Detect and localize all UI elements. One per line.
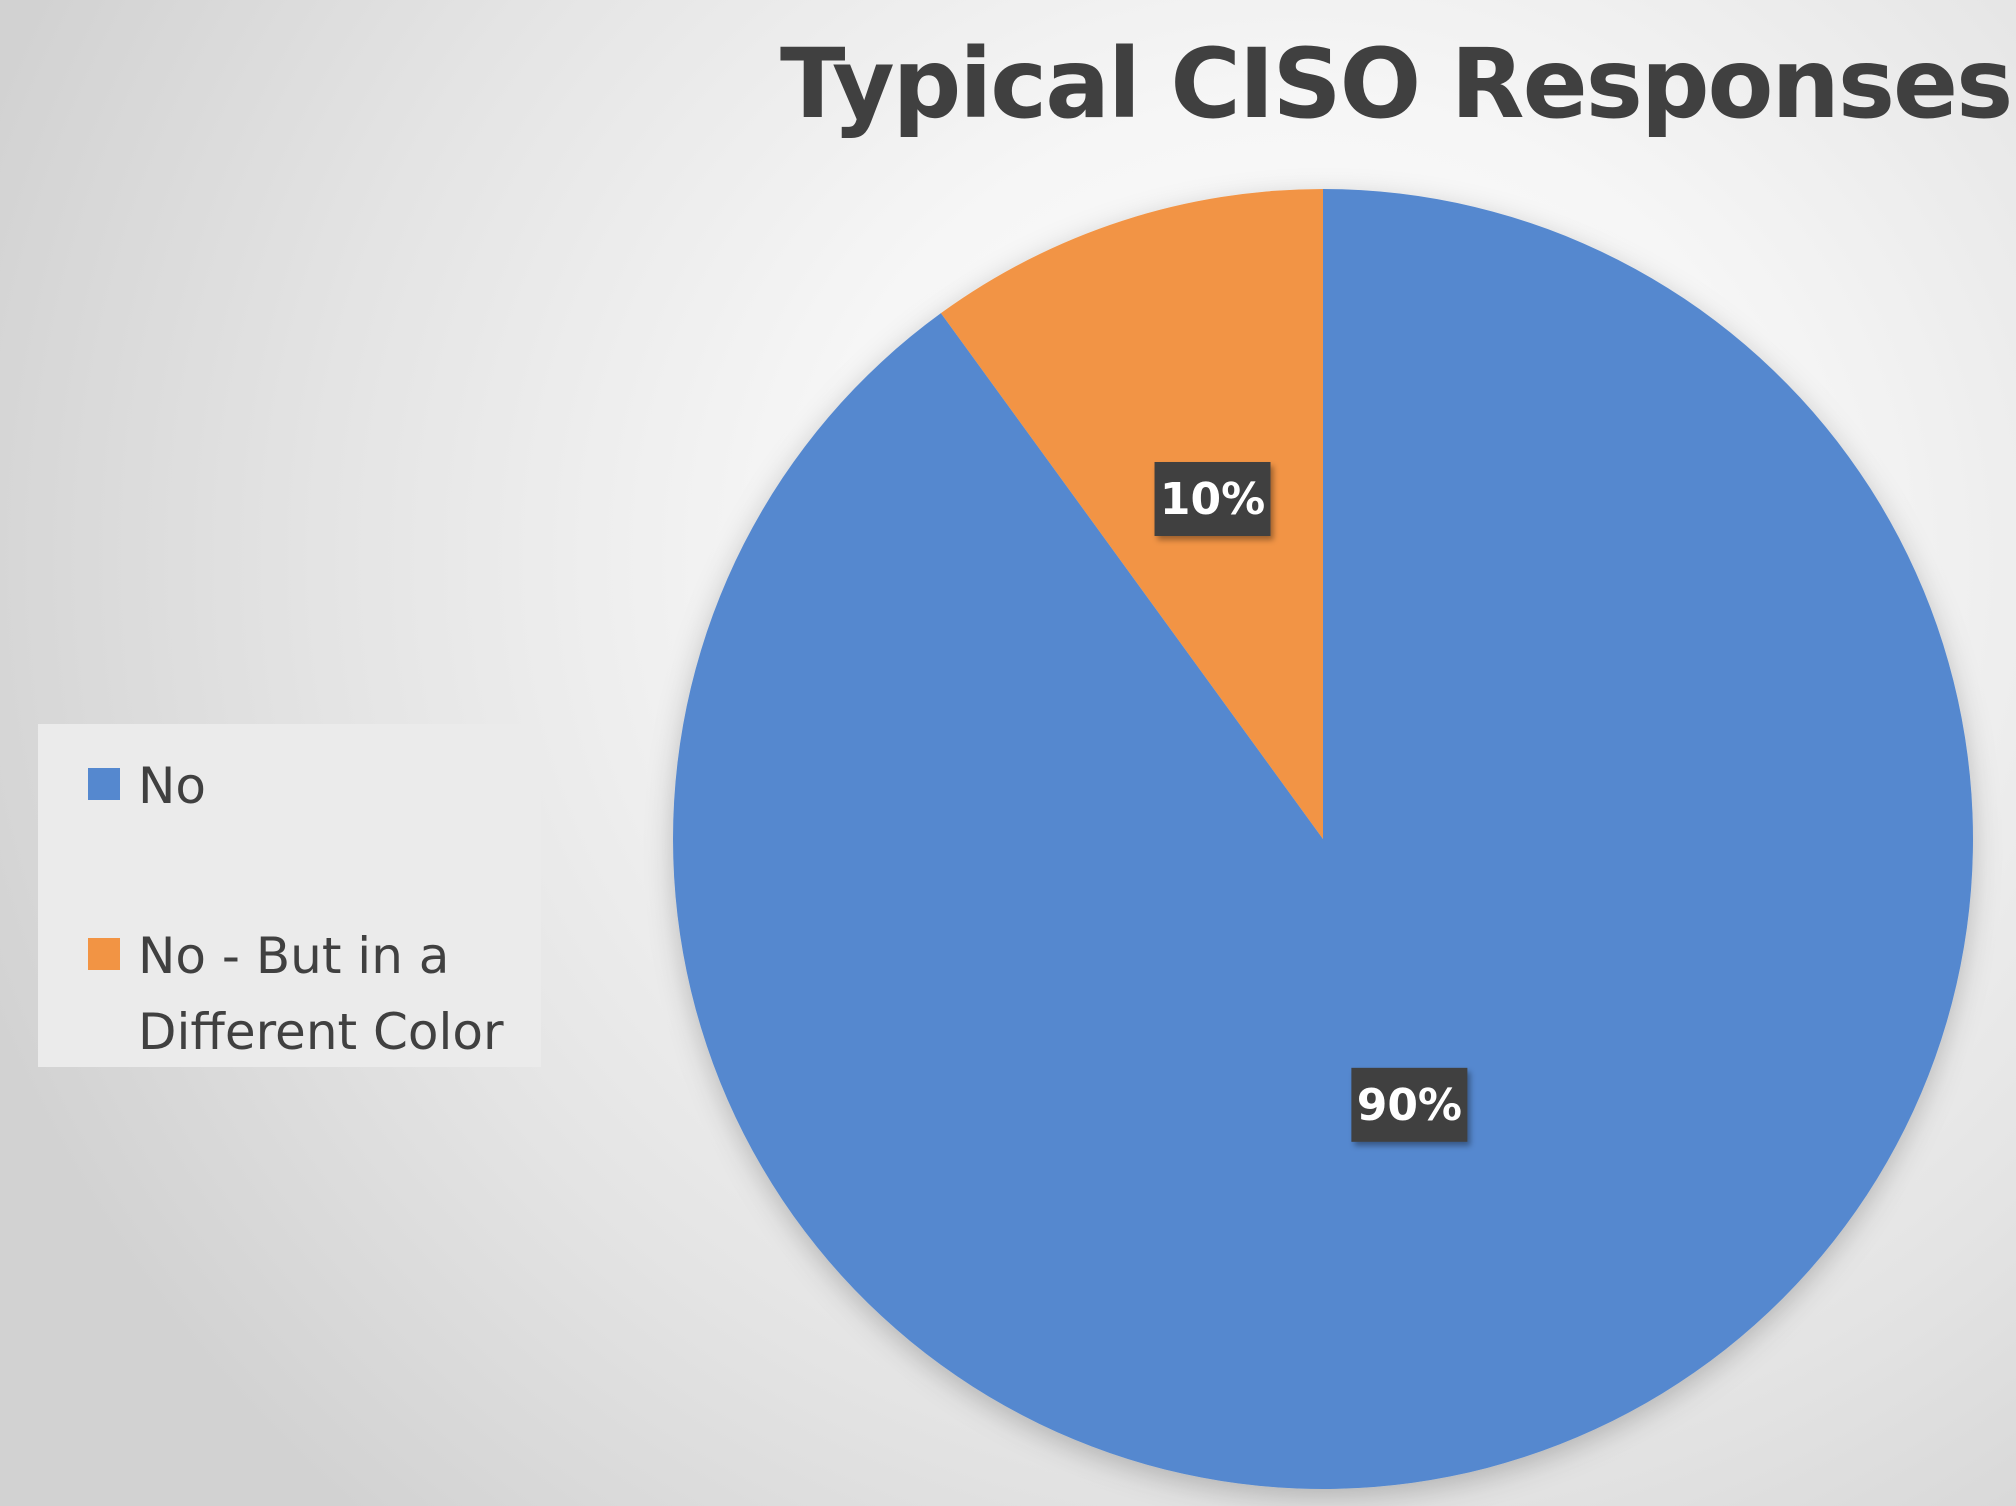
chart-title: Typical CISO Responses (780, 28, 2013, 140)
slice-different-color (940, 189, 1323, 839)
pie-slices (673, 189, 1974, 1489)
data-label-no-box (1351, 1067, 1468, 1142)
legend-swatch-different-color (88, 938, 120, 970)
data-label-different-color: 10% (1154, 461, 1271, 536)
legend-item-no: No (88, 748, 538, 824)
data-label-different-color-box (1154, 461, 1271, 536)
legend: No No - But in a Different Color (38, 724, 541, 1067)
legend-swatch-no (88, 768, 120, 800)
legend-label-different-color: No - But in a Different Color (138, 927, 504, 1061)
pie-data-labels: 90% 10% (1154, 461, 1468, 1142)
data-label-different-color-text: 10% (1160, 474, 1265, 525)
legend-label-no: No (138, 757, 206, 815)
data-label-no: 90% (1351, 1067, 1468, 1142)
data-label-no-text: 90% (1357, 1080, 1462, 1131)
legend-item-different-color: No - But in a Different Color (88, 918, 538, 1070)
